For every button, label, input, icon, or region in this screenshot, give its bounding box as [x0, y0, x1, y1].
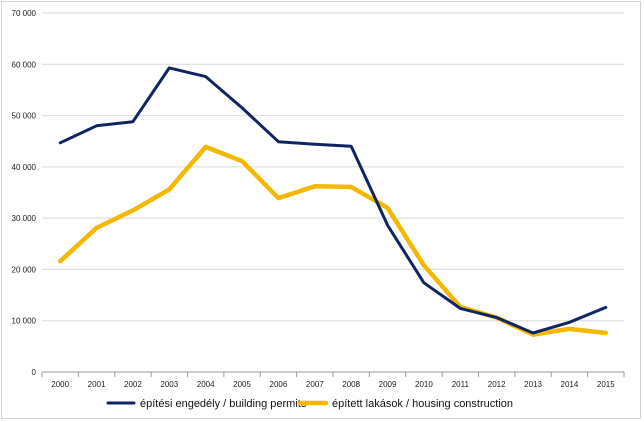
gridlines: [42, 12, 624, 322]
x-tick-label: 2001: [88, 380, 106, 389]
y-tick-label: 20 000: [12, 265, 37, 274]
legend-label: épített lakások / housing construction: [332, 398, 513, 410]
y-tick-label: 40 000: [12, 163, 37, 172]
legend-building-permits: építési engedély / building permits: [106, 398, 307, 410]
y-tick-label: 0: [32, 368, 37, 377]
x-tick-label: 2015: [597, 380, 615, 389]
legend: építési engedély / building permits építe…: [106, 398, 513, 410]
series-line-building-permits: [58, 66, 608, 335]
x-tick-label: 2013: [524, 380, 542, 389]
x-tick-label: 2002: [124, 380, 142, 389]
x-tick-label: 2000: [51, 380, 69, 389]
y-tick-label: 50 000: [12, 112, 37, 121]
x-tick-label: 2009: [379, 380, 397, 389]
x-tick-label: 2011: [452, 380, 470, 389]
y-tick-label: 10 000: [12, 317, 37, 326]
y-tick-label: 30 000: [12, 214, 37, 223]
x-tick-label: 2014: [561, 380, 579, 389]
x-tick-label: 2004: [197, 380, 215, 389]
x-tick-label: 2003: [160, 380, 178, 389]
y-tick-label: 70 000: [12, 9, 37, 18]
y-axis: 0 10 000 20 000 30 000 40 000 50 000 60 000 70 …: [12, 9, 37, 377]
legend-housing-construction: épített lakások / housing construction: [297, 398, 513, 410]
x-tick-label: 2010: [415, 380, 433, 389]
series-lines: [57, 66, 609, 337]
x-tick-label: 2008: [342, 380, 360, 389]
x-tick-label: 2005: [233, 380, 251, 389]
legend-label: építési engedély / building permits: [140, 398, 307, 410]
x-tick-label: 2007: [306, 380, 324, 389]
x-tick-label: 2006: [270, 380, 288, 389]
y-tick-label: 60 000: [12, 60, 37, 69]
series-line-housing-construction: [57, 144, 609, 337]
x-axis: 2000 2001 2002 2003 2004 2005 2006 2007 2008 2009…: [41, 371, 625, 389]
x-tick-label: 2012: [488, 380, 506, 389]
